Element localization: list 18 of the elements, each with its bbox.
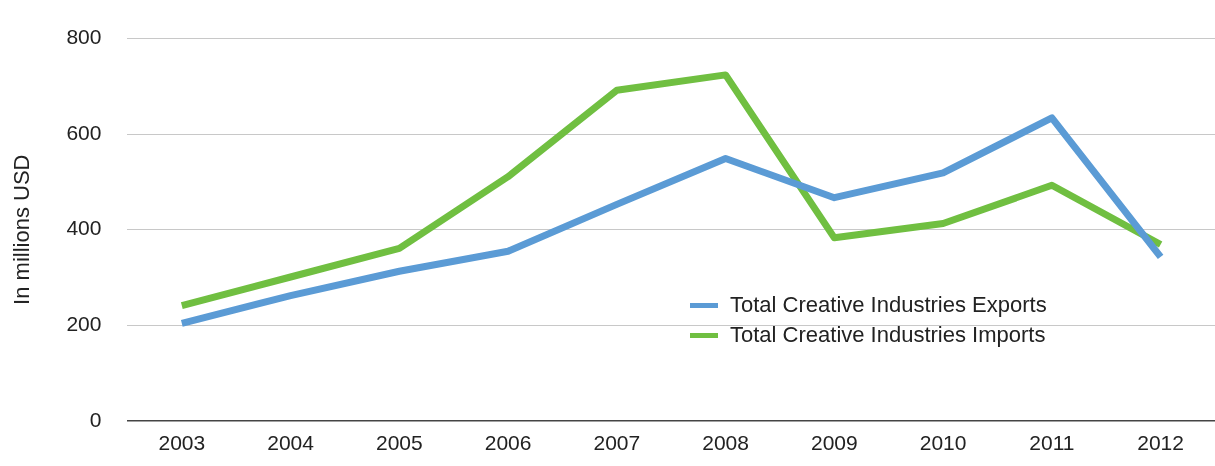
x-tick-label: 2005 bbox=[375, 431, 423, 455]
y-axis-title: In millions USD bbox=[9, 154, 35, 305]
x-tick-label: 2011 bbox=[1029, 431, 1075, 455]
x-tick-label: 2012 bbox=[1137, 431, 1184, 455]
y-tick-label: 200 bbox=[66, 312, 102, 336]
y-tick-label: 600 bbox=[66, 120, 102, 144]
x-tick-label: 2004 bbox=[267, 431, 315, 455]
x-tick-label: 2008 bbox=[702, 431, 749, 455]
x-tick-label: 2009 bbox=[810, 431, 858, 455]
x-tick-label: 2007 bbox=[593, 431, 641, 455]
y-tick-label: 400 bbox=[66, 216, 102, 240]
x-tick-label: 2010 bbox=[919, 431, 967, 455]
legend-label: Total Creative Industries Exports bbox=[730, 292, 1047, 318]
x-tick-label: 2006 bbox=[484, 431, 532, 455]
y-tick-label: 0 bbox=[89, 407, 102, 431]
y-tick-label: 800 bbox=[66, 25, 102, 49]
legend-label: Total Creative Industries Imports bbox=[730, 322, 1046, 348]
x-tick-label: 2003 bbox=[158, 431, 206, 455]
